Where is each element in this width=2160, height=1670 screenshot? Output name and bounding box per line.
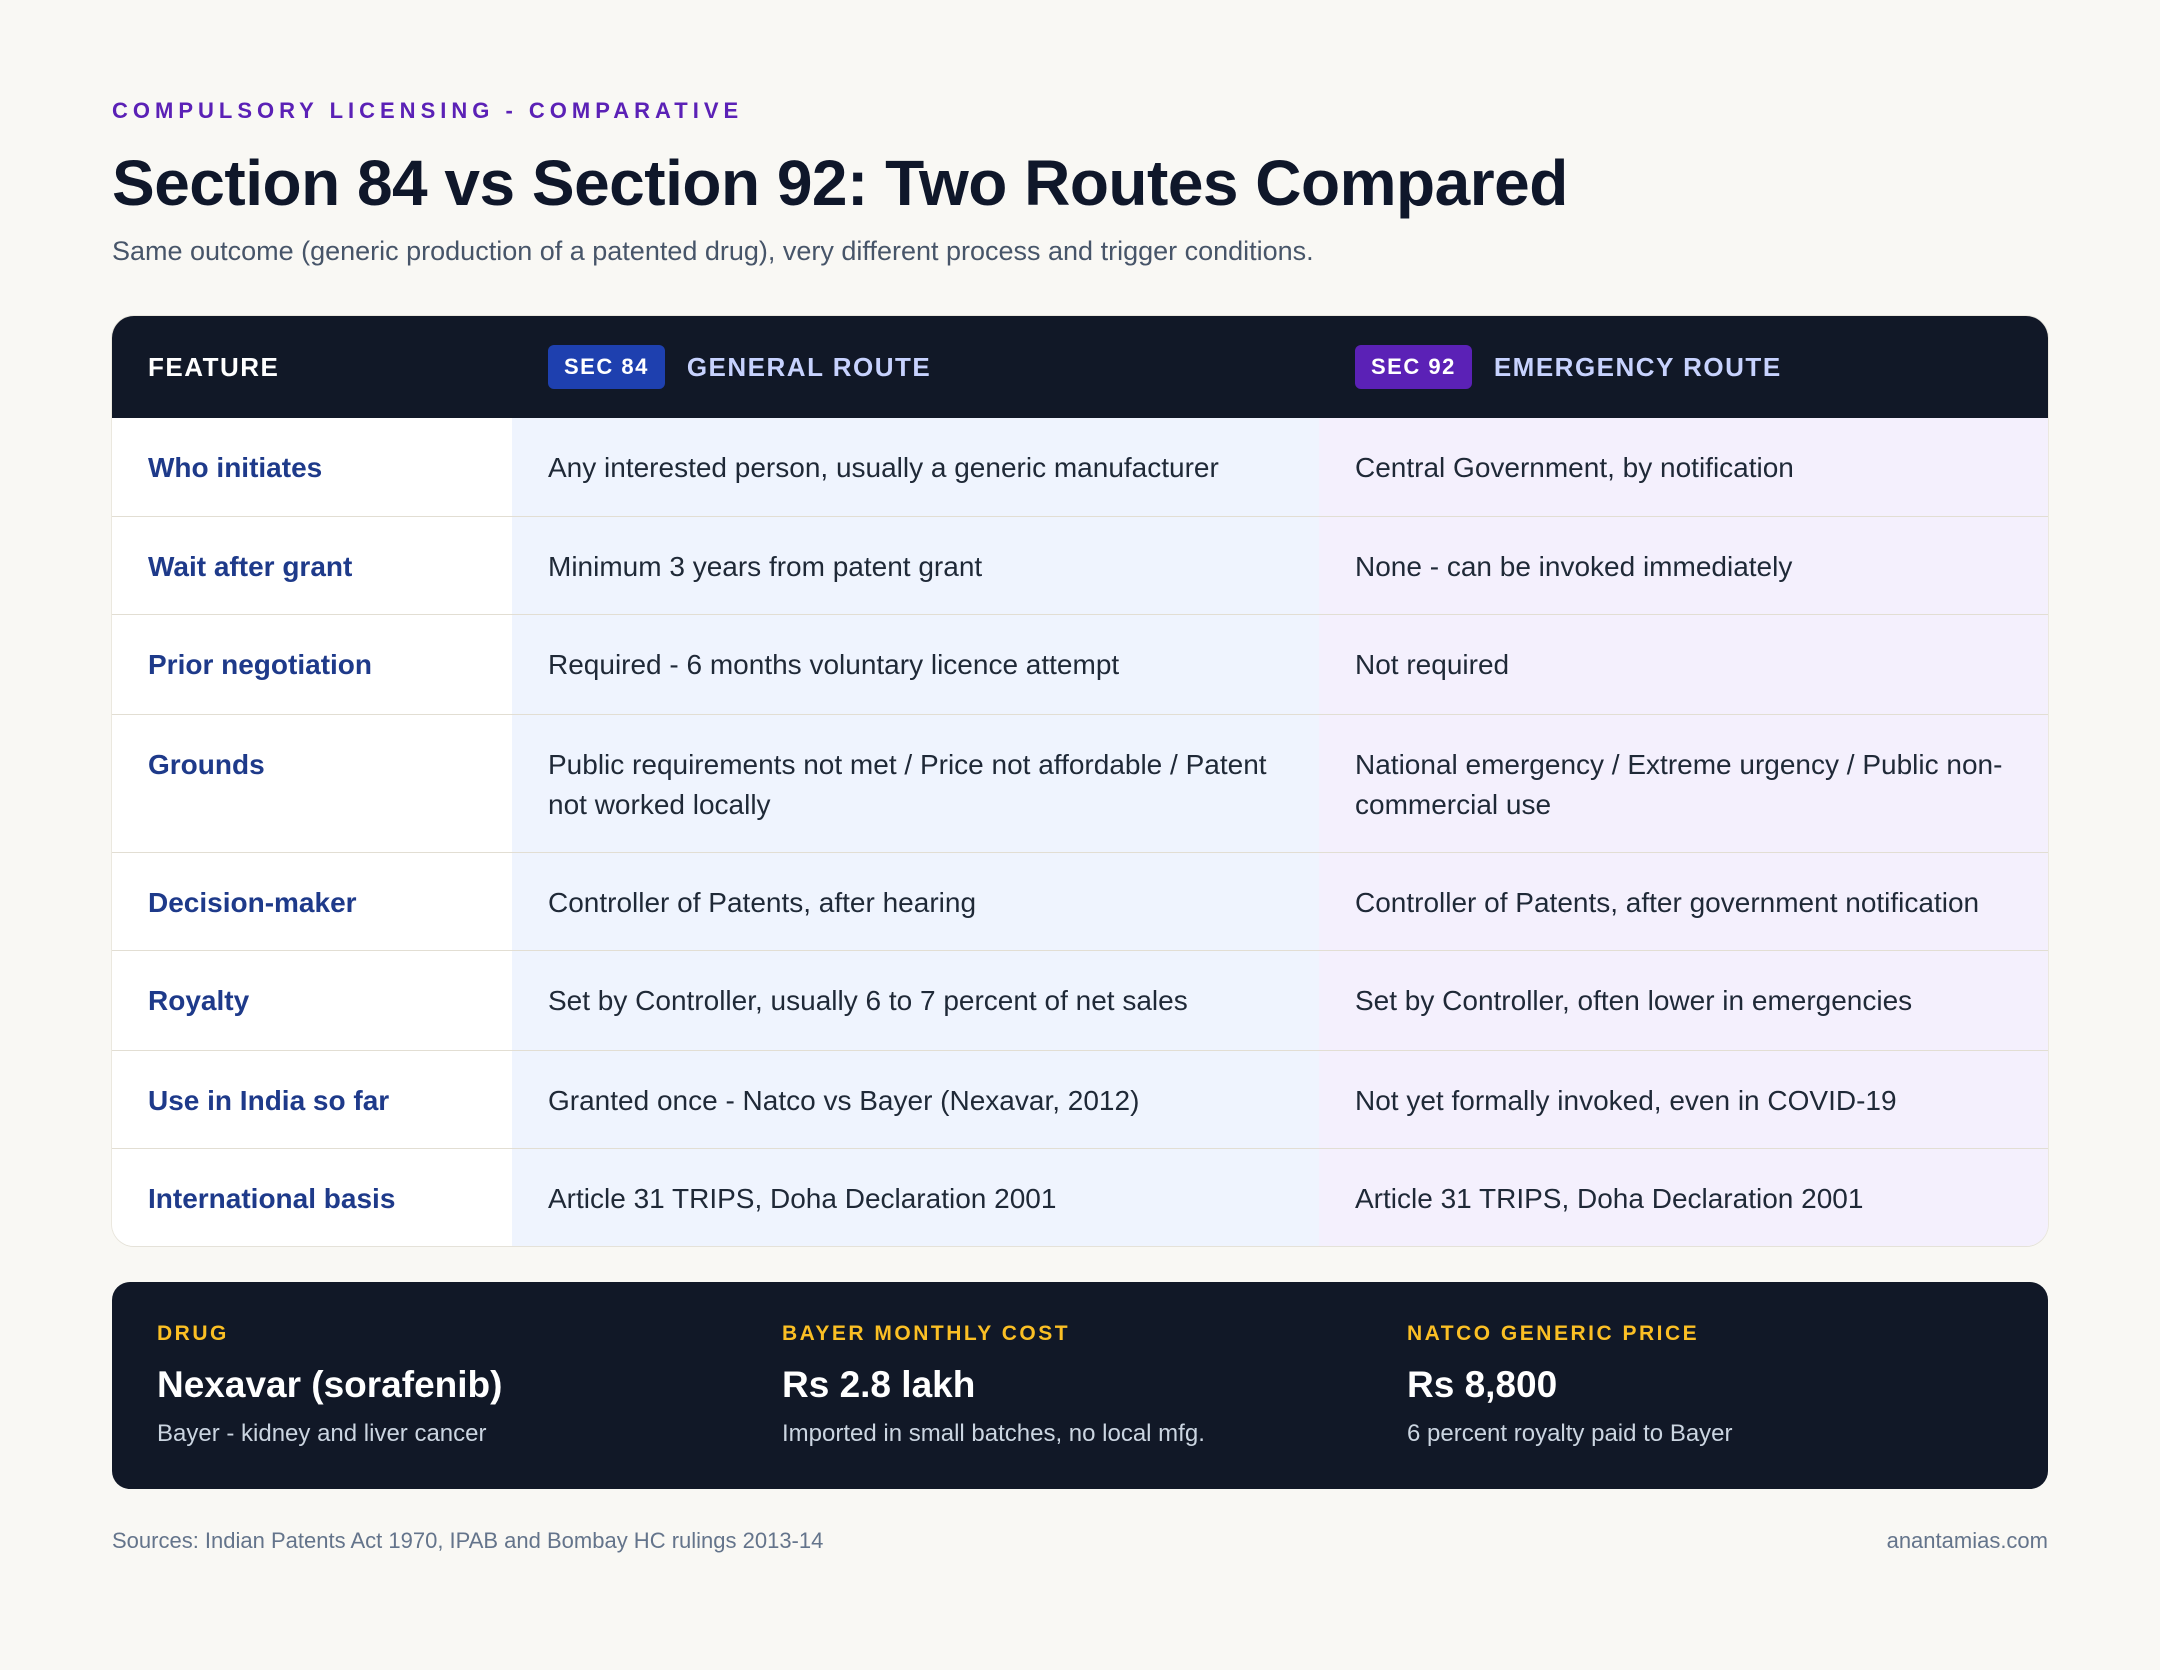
stat-label: NATCO GENERIC PRICE bbox=[1407, 1322, 1700, 1345]
stat-drug: DRUG Nexavar (sorafenib) Bayer - kidney … bbox=[157, 1322, 502, 1448]
row-sec92: Set by Controller, often lower in emerge… bbox=[1319, 951, 2048, 1050]
table-row: Who initiates Any interested person, usu… bbox=[112, 418, 2048, 516]
header-feature-label: FEATURE bbox=[148, 351, 280, 382]
sec84-badge: SEC 84 bbox=[548, 345, 665, 389]
stat-label: BAYER MONTHLY COST bbox=[782, 1322, 1071, 1345]
stat-value: Nexavar (sorafenib) bbox=[157, 1364, 503, 1405]
row-sec92: National emergency / Extreme urgency / P… bbox=[1319, 715, 2048, 852]
row-sec92: None - can be invoked immediately bbox=[1319, 517, 2048, 614]
table-row: International basis Article 31 TRIPS, Do… bbox=[112, 1148, 2048, 1246]
row-sec84: Controller of Patents, after hearing bbox=[512, 853, 1319, 950]
row-feature: Who initiates bbox=[112, 418, 512, 516]
stats-panel: DRUG Nexavar (sorafenib) Bayer - kidney … bbox=[112, 1282, 2048, 1489]
header-sec92: SEC 92 EMERGENCY ROUTE bbox=[1319, 316, 2048, 418]
stat-natco-price: NATCO GENERIC PRICE Rs 8,800 6 percent r… bbox=[1407, 1322, 1733, 1448]
table-row: Decision-maker Controller of Patents, af… bbox=[112, 852, 2048, 950]
stat-note: Bayer - kidney and liver cancer bbox=[157, 1420, 487, 1447]
table-row: Wait after grant Minimum 3 years from pa… bbox=[112, 516, 2048, 614]
row-sec84: Any interested person, usually a generic… bbox=[512, 418, 1319, 516]
row-sec84: Required - 6 months voluntary licence at… bbox=[512, 615, 1319, 714]
page-title: Section 84 vs Section 92: Two Routes Com… bbox=[112, 147, 1568, 219]
row-sec84: Minimum 3 years from patent grant bbox=[512, 517, 1319, 614]
sec92-title: EMERGENCY ROUTE bbox=[1493, 351, 1782, 382]
table-row: Royalty Set by Controller, usually 6 to … bbox=[112, 950, 2048, 1050]
page-subtitle: Same outcome (generic production of a pa… bbox=[112, 236, 1314, 266]
stat-value: Rs 2.8 lakh bbox=[782, 1364, 976, 1405]
row-sec92: Central Government, by notification bbox=[1319, 418, 2048, 516]
eyebrow: COMPULSORY LICENSING - COMPARATIVE bbox=[112, 98, 744, 123]
table-body: Who initiates Any interested person, usu… bbox=[112, 418, 2048, 1246]
footer: Sources: Indian Patents Act 1970, IPAB a… bbox=[112, 1528, 2048, 1554]
row-sec92: Controller of Patents, after government … bbox=[1319, 853, 2048, 950]
footer-sources: Sources: Indian Patents Act 1970, IPAB a… bbox=[112, 1528, 824, 1553]
stat-bayer-cost: BAYER MONTHLY COST Rs 2.8 lakh Imported … bbox=[782, 1322, 1205, 1448]
footer-site-link[interactable]: anantamias.com bbox=[1886, 1528, 2048, 1553]
row-feature: Use in India so far bbox=[112, 1051, 512, 1148]
comparison-table: FEATURE SEC 84 GENERAL ROUTE SEC 92 EMER… bbox=[112, 316, 2048, 1246]
row-sec92: Article 31 TRIPS, Doha Declaration 2001 bbox=[1319, 1149, 2048, 1246]
row-feature: Royalty bbox=[112, 951, 512, 1050]
row-feature: Grounds bbox=[112, 715, 512, 852]
header-feature: FEATURE bbox=[112, 316, 512, 418]
table-row: Prior negotiation Required - 6 months vo… bbox=[112, 614, 2048, 714]
row-feature: International basis bbox=[112, 1149, 512, 1246]
stat-label: DRUG bbox=[157, 1322, 229, 1345]
row-sec84: Set by Controller, usually 6 to 7 percen… bbox=[512, 951, 1319, 1050]
stat-note: Imported in small batches, no local mfg. bbox=[782, 1420, 1205, 1447]
sec92-badge: SEC 92 bbox=[1355, 345, 1472, 389]
table-row: Use in India so far Granted once - Natco… bbox=[112, 1050, 2048, 1148]
row-feature: Wait after grant bbox=[112, 517, 512, 614]
row-sec84: Article 31 TRIPS, Doha Declaration 2001 bbox=[512, 1149, 1319, 1246]
sec84-title: GENERAL ROUTE bbox=[686, 351, 932, 382]
row-feature: Prior negotiation bbox=[112, 615, 512, 714]
row-sec84: Granted once - Natco vs Bayer (Nexavar, … bbox=[512, 1051, 1319, 1148]
row-sec84: Public requirements not met / Price not … bbox=[512, 715, 1319, 852]
header-sec84: SEC 84 GENERAL ROUTE bbox=[512, 316, 1319, 418]
stat-note: 6 percent royalty paid to Bayer bbox=[1407, 1420, 1733, 1447]
row-sec92: Not required bbox=[1319, 615, 2048, 714]
row-sec92: Not yet formally invoked, even in COVID-… bbox=[1319, 1051, 2048, 1148]
table-header: FEATURE SEC 84 GENERAL ROUTE SEC 92 EMER… bbox=[112, 316, 2048, 418]
row-feature: Decision-maker bbox=[112, 853, 512, 950]
stat-value: Rs 8,800 bbox=[1407, 1364, 1558, 1405]
table-row: Grounds Public requirements not met / Pr… bbox=[112, 714, 2048, 852]
